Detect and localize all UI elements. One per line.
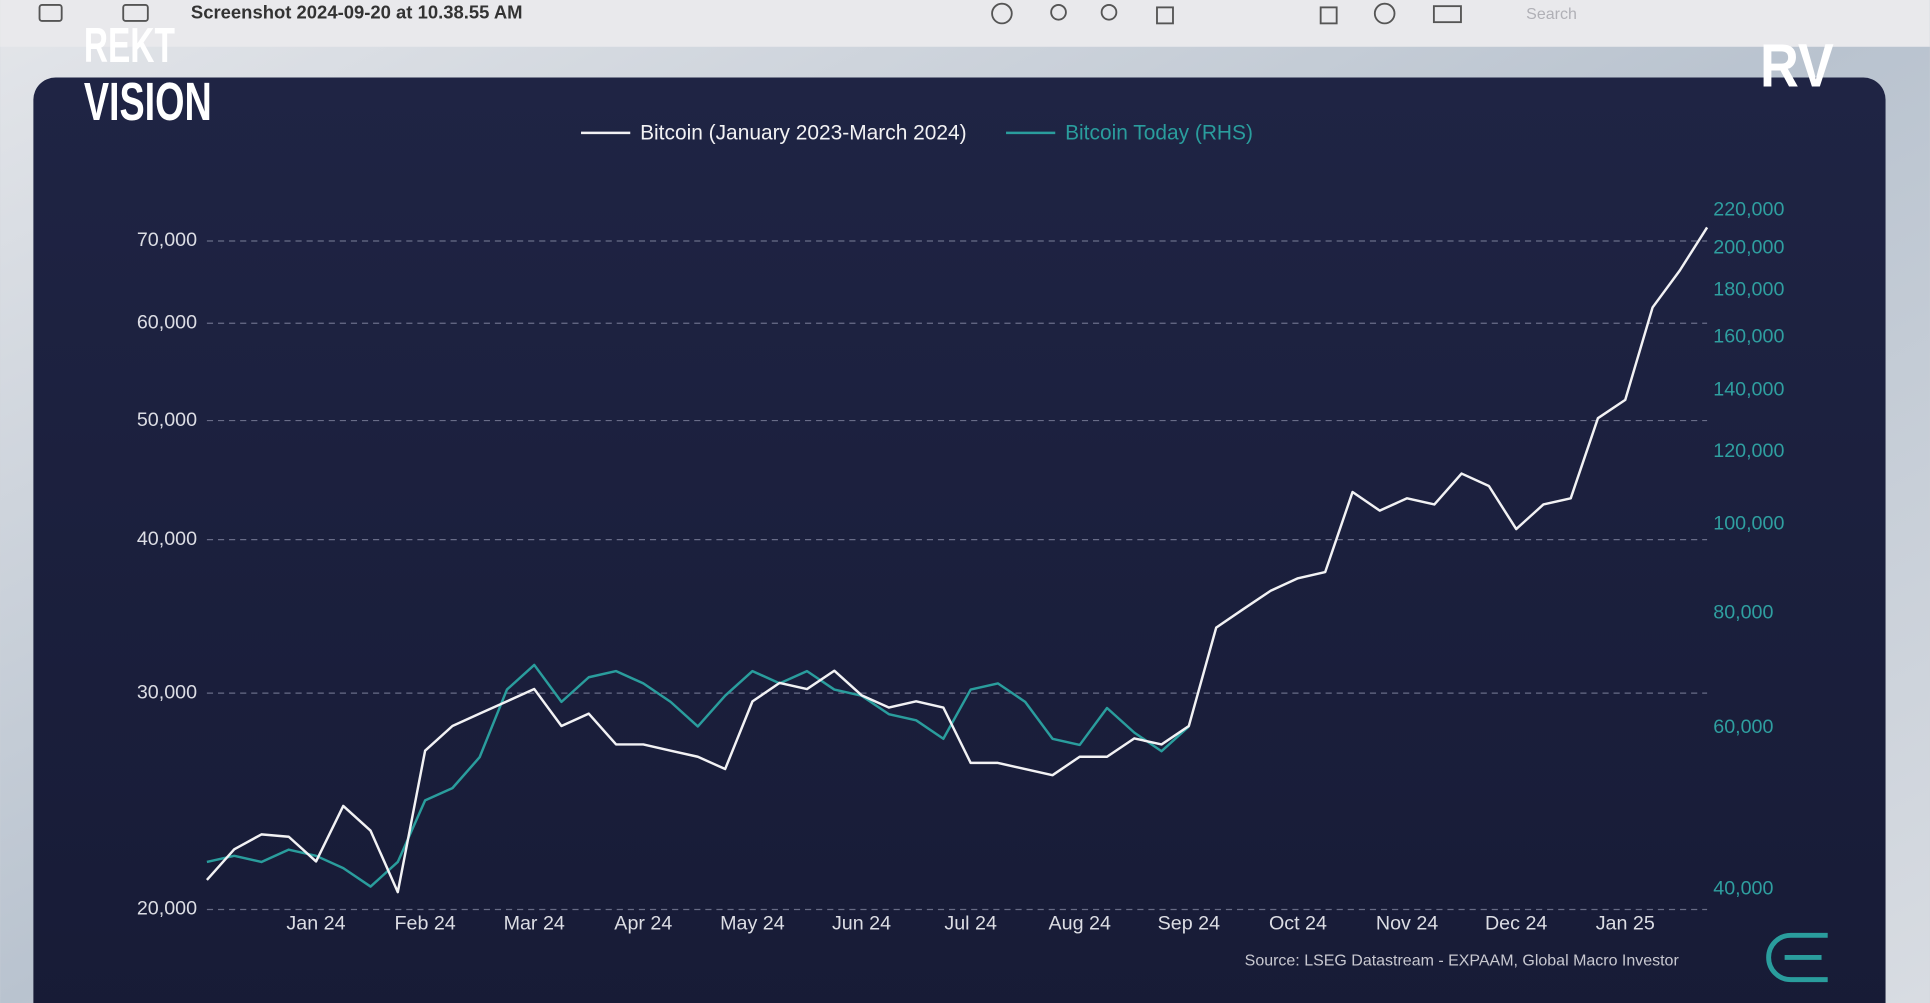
x-tick-label: Mar 24 <box>504 912 565 934</box>
logo-text: REKT <box>84 18 175 73</box>
toolbar-icons <box>38 2 1462 25</box>
corner-logo <box>1766 932 1828 983</box>
legend-label: Bitcoin Today (RHS) <box>1065 122 1253 145</box>
x-tick-label: Jan 24 <box>286 912 345 934</box>
y-tick-label: 20,000 <box>137 898 197 920</box>
x-tick-label: Apr 24 <box>614 912 672 934</box>
y2-tick-label: 100,000 <box>1713 513 1784 535</box>
y2-tick-label: 120,000 <box>1713 440 1784 462</box>
x-tick-label: Sep 24 <box>1158 912 1220 934</box>
window-title: Screenshot 2024-09-20 at 10.38.55 AM <box>191 1 523 22</box>
toolbar <box>0 0 1930 47</box>
y-tick-label: 40,000 <box>137 528 197 550</box>
y-tick-label: 30,000 <box>137 681 197 703</box>
y2-tick-label: 220,000 <box>1713 199 1784 221</box>
y-tick-label: 50,000 <box>137 409 197 431</box>
logo-text: VISION <box>84 72 212 132</box>
x-tick-label: Oct 24 <box>1269 912 1327 934</box>
y2-tick-label: 200,000 <box>1713 237 1784 259</box>
x-tick-label: Jun 24 <box>832 912 891 934</box>
source-note: Source: LSEG Datastream - EXPAAM, Global… <box>1245 952 1680 969</box>
x-tick-label: Dec 24 <box>1485 912 1547 934</box>
y2-tick-label: 60,000 <box>1713 716 1773 738</box>
chart: 20,000 30,000 40,000 50,000 60,000 70,000 40,0… <box>137 122 1785 935</box>
x-tick-label: Aug 24 <box>1049 912 1111 934</box>
x-tick-label: Jul 24 <box>944 912 997 934</box>
x-tick-label: Nov 24 <box>1376 912 1438 934</box>
logo-text: RV <box>1760 31 1834 100</box>
y-tick-label: 70,000 <box>137 229 197 251</box>
data-line <box>206 663 1190 888</box>
x-tick-label: Feb 24 <box>394 912 455 934</box>
y2-tick-label: 80,000 <box>1713 601 1773 623</box>
y2-tick-label: 140,000 <box>1713 379 1784 401</box>
y2-tick-label: 40,000 <box>1713 877 1773 899</box>
data-line <box>205 226 1709 894</box>
legend-label: Bitcoin (January 2023-March 2024) <box>640 122 967 145</box>
y2-tick-label: 160,000 <box>1713 325 1784 347</box>
search-field[interactable]: Search <box>1526 6 1577 23</box>
chart-panel <box>33 77 1886 1003</box>
y2-tick-label: 180,000 <box>1713 279 1784 301</box>
x-tick-label: Jan 25 <box>1596 912 1655 934</box>
y-tick-label: 60,000 <box>137 311 197 333</box>
x-tick-label: May 24 <box>720 912 785 934</box>
